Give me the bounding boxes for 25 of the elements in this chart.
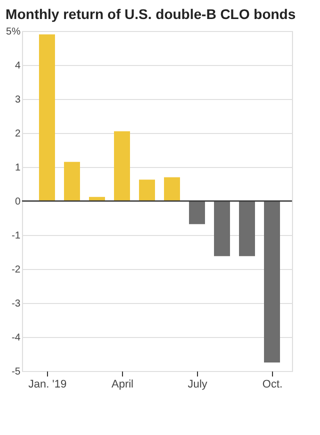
y-tick-label: 1 — [14, 162, 21, 174]
bar — [114, 131, 130, 201]
bar — [39, 34, 55, 201]
y-tick-label: -3 — [12, 298, 21, 310]
y-tick-label: 3 — [14, 94, 21, 106]
y-tick-label: 2 — [14, 128, 21, 140]
y-tick-label: 0 — [14, 196, 21, 208]
x-tick-label: April — [111, 378, 134, 390]
y-tick-label: -1 — [12, 230, 21, 242]
y-tick-label: -4 — [12, 332, 21, 344]
y-tick-label: 5% — [6, 26, 21, 38]
bar — [139, 180, 155, 201]
bar — [214, 201, 230, 256]
bar — [264, 201, 280, 362]
x-tick-label: Oct. — [262, 378, 283, 390]
bar — [239, 201, 255, 256]
chart-title: Monthly return of U.S. double-B CLO bonds — [6, 6, 296, 22]
bar — [64, 162, 80, 201]
bar — [189, 201, 205, 224]
bar — [164, 177, 180, 201]
y-tick-label: -5 — [12, 366, 21, 378]
x-tick-label: Jan. '19 — [28, 378, 67, 390]
y-tick-label: -2 — [12, 264, 21, 276]
x-tick-label: July — [188, 378, 208, 390]
y-tick-label: 4 — [14, 60, 21, 72]
